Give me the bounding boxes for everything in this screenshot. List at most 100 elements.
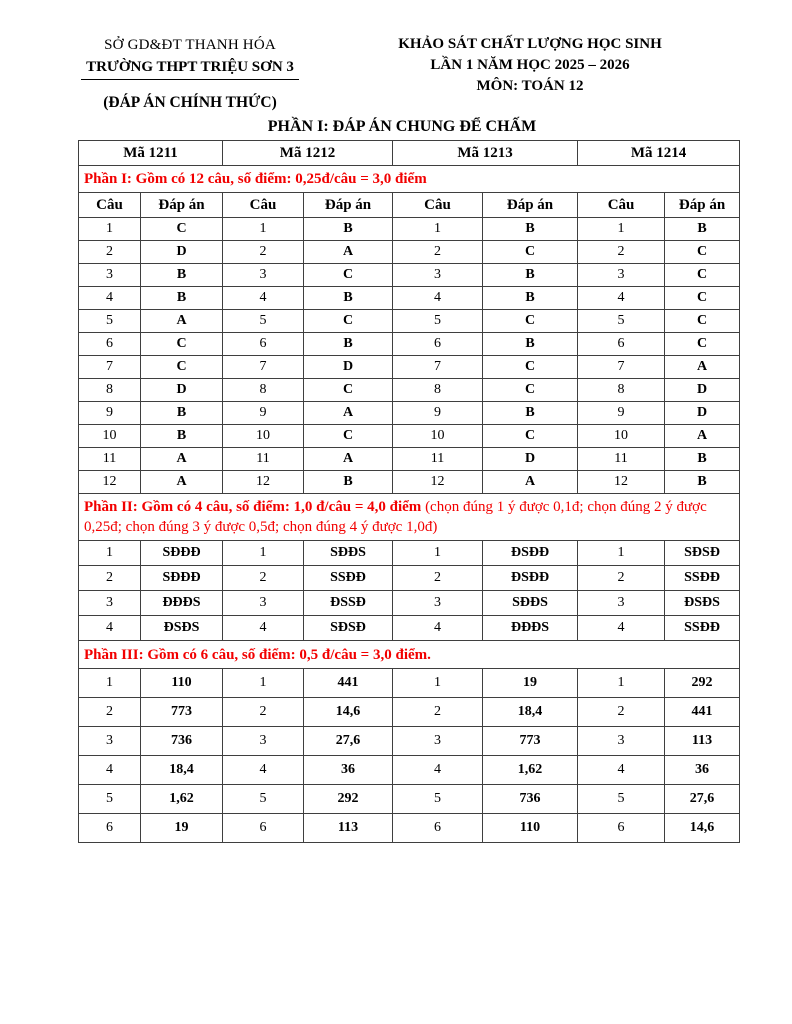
question-number-cell: 6 (392, 332, 484, 356)
question-number-cell: 4 (392, 755, 484, 785)
school-name: TRƯỜNG THPT TRIỆU SƠN 3 (40, 56, 340, 80)
answer-cell: ĐĐĐS (140, 590, 223, 616)
question-number-cell: 5 (222, 309, 304, 333)
answer-cell: B (140, 263, 223, 287)
column-header-row: Câu Đáp án Câu Đáp án Câu Đáp án Câu Đáp… (78, 192, 741, 218)
exam-name: KHẢO SÁT CHẤT LƯỢNG HỌC SINH (398, 36, 662, 52)
question-number-cell: 10 (577, 424, 666, 448)
answer-cell: B (140, 286, 223, 310)
question-number-cell: 6 (78, 332, 141, 356)
question-number-cell: 4 (222, 755, 304, 785)
answer-cell: A (140, 447, 223, 471)
answer-cell: A (140, 309, 223, 333)
answer-cell: C (302, 424, 394, 448)
question-number-cell: 2 (577, 565, 666, 591)
question-number-cell: 12 (78, 470, 141, 494)
answer-cell: SĐSĐ (664, 540, 741, 566)
answer-cell: 292 (302, 784, 394, 814)
answer-cell: B (302, 470, 394, 494)
question-number-cell: 12 (392, 470, 484, 494)
department-name: SỞ GD&ĐT THANH HÓA (104, 37, 276, 53)
question-number-cell: 2 (222, 565, 304, 591)
table-head-section: Mã 1211 Mã 1212 Mã 1213 Mã 1214 Phần I: … (77, 140, 741, 218)
question-number-cell: 11 (392, 447, 484, 471)
exam-code-1213: Mã 1213 (392, 140, 579, 166)
question-number-cell: 1 (78, 668, 141, 698)
school-block: SỞ GD&ĐT THANH HÓA TRƯỜNG THPT TRIỆU SƠN… (40, 34, 340, 114)
answer-cell: 110 (482, 813, 579, 843)
answer-cell: SSĐĐ (664, 565, 741, 591)
question-number-cell: 6 (392, 813, 484, 843)
answer-cell: ĐSĐS (140, 615, 223, 641)
question-number-cell: 8 (222, 378, 304, 402)
question-number-cell: 4 (577, 755, 666, 785)
col-header-cau: Câu (392, 192, 484, 218)
part2-note-section: Phần II: Gồm có 4 câu, số điểm: 1,0 đ/câ… (77, 493, 741, 541)
answer-cell: A (482, 470, 579, 494)
question-number-cell: 2 (222, 240, 304, 264)
answer-cell: B (302, 332, 394, 356)
question-number-cell: 11 (78, 447, 141, 471)
question-number-cell: 5 (392, 309, 484, 333)
question-number-cell: 9 (222, 401, 304, 425)
question-number-cell: 2 (392, 565, 484, 591)
part3-note-section: Phần III: Gồm có 6 câu, số điểm: 0,5 đ/c… (77, 640, 741, 669)
question-number-cell: 4 (78, 286, 141, 310)
question-number-cell: 1 (392, 217, 484, 241)
answer-cell: D (664, 378, 741, 402)
question-number-cell: 4 (222, 286, 304, 310)
table-row: 2 SĐĐĐ 2 SSĐĐ 2 ĐSĐĐ 2 SSĐĐ (78, 565, 741, 591)
col-header-cau: Câu (78, 192, 141, 218)
answer-cell: ĐSĐĐ (482, 565, 579, 591)
answer-cell: C (140, 217, 223, 241)
question-number-cell: 4 (222, 615, 304, 641)
col-header-cau: Câu (577, 192, 666, 218)
question-number-cell: 2 (78, 697, 141, 727)
answer-cell: SĐĐĐ (140, 565, 223, 591)
exam-code-1214: Mã 1214 (577, 140, 741, 166)
question-number-cell: 6 (222, 813, 304, 843)
answer-cell: 441 (664, 697, 741, 727)
question-number-cell: 6 (577, 332, 666, 356)
answer-cell: B (482, 332, 579, 356)
answer-cell: C (664, 286, 741, 310)
question-number-cell: 4 (577, 615, 666, 641)
answer-cell: 14,6 (302, 697, 394, 727)
question-number-cell: 8 (78, 378, 141, 402)
answer-table: Mã 1211 Mã 1212 Mã 1213 Mã 1214 Phần I: … (77, 140, 741, 843)
question-number-cell: 1 (577, 217, 666, 241)
answer-cell: C (302, 263, 394, 287)
answer-cell: C (664, 263, 741, 287)
question-number-cell: 2 (577, 240, 666, 264)
answer-cell: 27,6 (302, 726, 394, 756)
table-row: 3 ĐĐĐS 3 ĐSSĐ 3 SĐĐS 3 ĐSĐS (78, 590, 741, 616)
exam-subject: MÔN: TOÁN 12 (476, 78, 584, 94)
question-number-cell: 2 (222, 697, 304, 727)
question-number-cell: 7 (577, 355, 666, 379)
answer-cell: 18,4 (140, 755, 223, 785)
official-answer-label: (ĐÁP ÁN CHÍNH THỨC) (103, 94, 277, 111)
answer-cell: ĐSSĐ (302, 590, 394, 616)
question-number-cell: 3 (577, 726, 666, 756)
answer-cell: D (140, 378, 223, 402)
answer-cell: ĐSĐĐ (482, 540, 579, 566)
answer-cell: D (302, 355, 394, 379)
answer-cell: SĐĐS (482, 590, 579, 616)
exam-code-1211: Mã 1211 (78, 140, 223, 166)
page-title: PHẦN I: ĐÁP ÁN CHUNG ĐỂ CHẤM (267, 118, 537, 135)
question-number-cell: 6 (222, 332, 304, 356)
answer-cell: D (482, 447, 579, 471)
answer-cell: 773 (140, 697, 223, 727)
answer-cell: 292 (664, 668, 741, 698)
table-row: 3 736 3 27,6 3 773 3 113 (78, 726, 741, 756)
exam-block: KHẢO SÁT CHẤT LƯỢNG HỌC SINH LẦN 1 NĂM H… (365, 34, 695, 97)
answer-cell: 18,4 (482, 697, 579, 727)
question-number-cell: 3 (577, 263, 666, 287)
answer-cell: 27,6 (664, 784, 741, 814)
question-number-cell: 10 (392, 424, 484, 448)
